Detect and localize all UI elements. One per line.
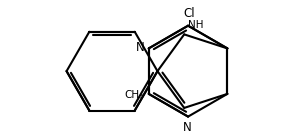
Text: N: N bbox=[136, 41, 145, 54]
Text: N: N bbox=[183, 121, 191, 134]
Text: NH: NH bbox=[188, 20, 203, 30]
Text: Cl: Cl bbox=[183, 7, 195, 20]
Text: CH₃: CH₃ bbox=[124, 90, 143, 100]
